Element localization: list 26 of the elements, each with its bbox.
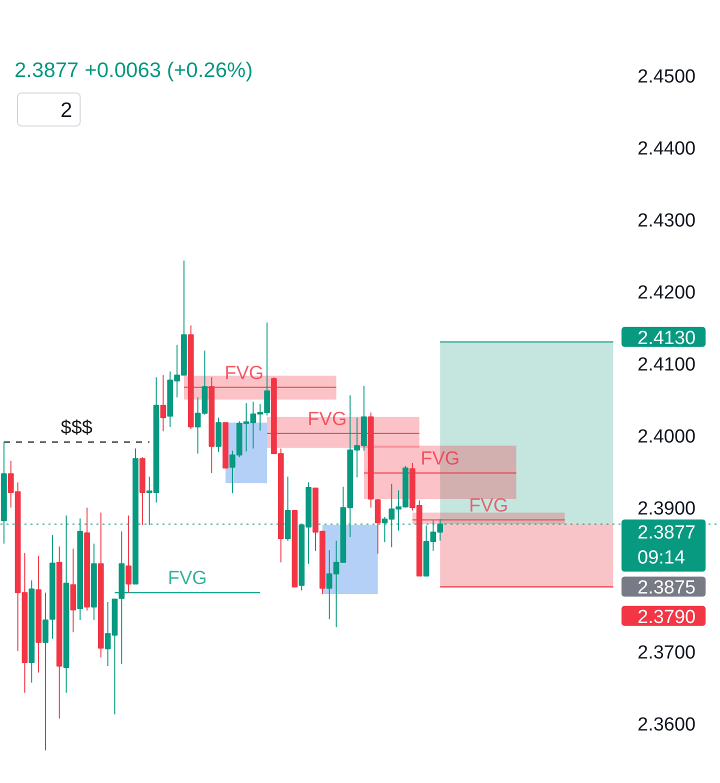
series-label: FVG (224, 362, 264, 384)
series-label: FVG (168, 568, 207, 590)
series-label: FVG (420, 448, 460, 470)
candlestick (42, 592, 48, 751)
annotation: 2.3875 (638, 578, 696, 599)
y-tick-label: 2.4100 (638, 354, 696, 376)
y-tick-label: 2.4000 (638, 426, 696, 448)
series-label: FVG (308, 408, 347, 430)
series-label: $$$ (60, 418, 93, 439)
candlestick (216, 417, 222, 453)
candlestick (374, 498, 381, 554)
ref-line-label: 2.3877 09:14 (638, 522, 696, 569)
candlestick (126, 515, 132, 594)
data-label: 2.3790 (638, 606, 696, 628)
y-tick-label: 2.4300 (638, 210, 696, 232)
y-tick-label: 2.3900 (638, 498, 696, 520)
series-label: FVG (469, 495, 508, 516)
y-tick-label: 2.4400 (638, 138, 696, 160)
y-tick-label: 2.3600 (638, 714, 696, 736)
y-tick-label: 2.3700 (638, 642, 696, 664)
y-tick-label: 2.4500 (638, 66, 696, 88)
y-tick-label: 2.4200 (638, 282, 696, 304)
candlestick (160, 374, 166, 432)
annotation: 2 (60, 99, 72, 122)
text: 2.3877 +0.0063 (+0.26%) (14, 59, 253, 82)
data-label: 2.4130 (638, 328, 696, 349)
